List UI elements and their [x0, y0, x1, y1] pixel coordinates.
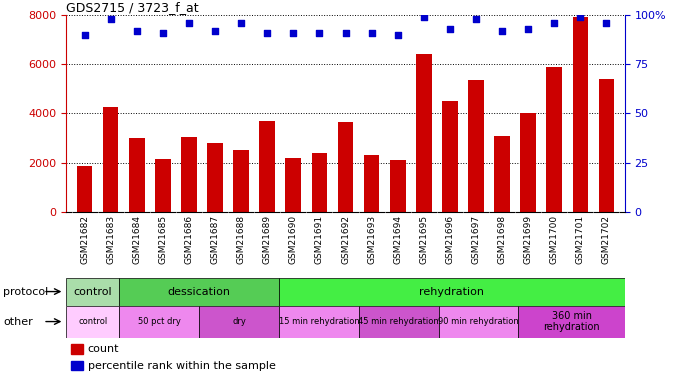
Point [79, 32, 90, 38]
Bar [199, 306, 279, 338]
Bar [285, 158, 301, 212]
Bar [438, 306, 519, 338]
Text: percentile rank within the sample: percentile rank within the sample [87, 361, 276, 371]
Text: GSM21683: GSM21683 [106, 215, 115, 264]
Text: GDS2715 / 3723_f_at: GDS2715 / 3723_f_at [66, 1, 199, 14]
Text: protocol: protocol [3, 286, 49, 297]
Text: GSM21688: GSM21688 [237, 215, 246, 264]
Text: dessication: dessication [168, 286, 231, 297]
Bar [494, 136, 510, 212]
Point [418, 14, 429, 20]
Bar [520, 113, 536, 212]
Bar [279, 278, 625, 306]
Bar [572, 18, 588, 212]
Bar [468, 80, 484, 212]
Bar [119, 306, 199, 338]
Text: GSM21682: GSM21682 [80, 215, 89, 264]
Text: GSM21695: GSM21695 [419, 215, 429, 264]
Point [262, 30, 273, 36]
Bar [70, 361, 83, 370]
Point [157, 30, 168, 36]
Point [105, 16, 117, 22]
Bar [364, 155, 380, 212]
Text: GSM21700: GSM21700 [550, 215, 559, 264]
Point [184, 20, 195, 26]
Text: GSM21694: GSM21694 [393, 215, 402, 264]
Text: GSM21689: GSM21689 [262, 215, 272, 264]
Bar [311, 153, 327, 212]
Point [131, 28, 142, 34]
Text: GSM21697: GSM21697 [471, 215, 480, 264]
Point [392, 32, 403, 38]
Text: GSM21692: GSM21692 [341, 215, 350, 264]
Text: 50 pct dry: 50 pct dry [138, 317, 181, 326]
Text: GSM21686: GSM21686 [184, 215, 193, 264]
Point [235, 20, 246, 26]
Text: GSM21696: GSM21696 [445, 215, 454, 264]
Text: GSM21691: GSM21691 [315, 215, 324, 264]
Bar [155, 159, 171, 212]
Point [445, 26, 456, 32]
Bar [66, 306, 119, 338]
Point [523, 26, 534, 32]
Text: other: other [3, 316, 34, 327]
Bar [181, 137, 197, 212]
Bar [442, 101, 458, 212]
Bar [279, 306, 359, 338]
Text: GSM21690: GSM21690 [289, 215, 298, 264]
Bar [390, 160, 406, 212]
Point [209, 28, 221, 34]
Text: control: control [73, 286, 112, 297]
Bar [233, 150, 249, 212]
Text: rehydration: rehydration [419, 286, 484, 297]
Text: GSM21701: GSM21701 [576, 215, 585, 264]
Text: dry: dry [232, 317, 246, 326]
Point [470, 16, 482, 22]
Bar [338, 122, 353, 212]
Point [366, 30, 377, 36]
Bar [416, 54, 431, 212]
Bar [77, 166, 92, 212]
Text: GSM21698: GSM21698 [498, 215, 507, 264]
Text: GSM21699: GSM21699 [524, 215, 533, 264]
Point [314, 30, 325, 36]
Bar [119, 278, 279, 306]
Point [574, 14, 586, 20]
Text: GSM21702: GSM21702 [602, 215, 611, 264]
Point [340, 30, 351, 36]
Bar [103, 107, 119, 212]
Bar [66, 278, 119, 306]
Point [288, 30, 299, 36]
Bar [70, 344, 83, 354]
Bar [599, 79, 614, 212]
Text: count: count [87, 344, 119, 354]
Bar [519, 306, 625, 338]
Text: 360 min
rehydration: 360 min rehydration [543, 311, 600, 332]
Point [549, 20, 560, 26]
Bar [547, 67, 562, 212]
Text: GSM21687: GSM21687 [211, 215, 220, 264]
Text: 90 min rehydration: 90 min rehydration [438, 317, 519, 326]
Point [496, 28, 507, 34]
Bar [359, 306, 438, 338]
Text: 45 min rehydration: 45 min rehydration [358, 317, 439, 326]
Bar [260, 121, 275, 212]
Bar [129, 138, 144, 212]
Text: GSM21685: GSM21685 [158, 215, 168, 264]
Text: GSM21693: GSM21693 [367, 215, 376, 264]
Point [601, 20, 612, 26]
Text: control: control [78, 317, 107, 326]
Bar [207, 143, 223, 212]
Text: 15 min rehydration: 15 min rehydration [279, 317, 359, 326]
Text: GSM21684: GSM21684 [132, 215, 141, 264]
